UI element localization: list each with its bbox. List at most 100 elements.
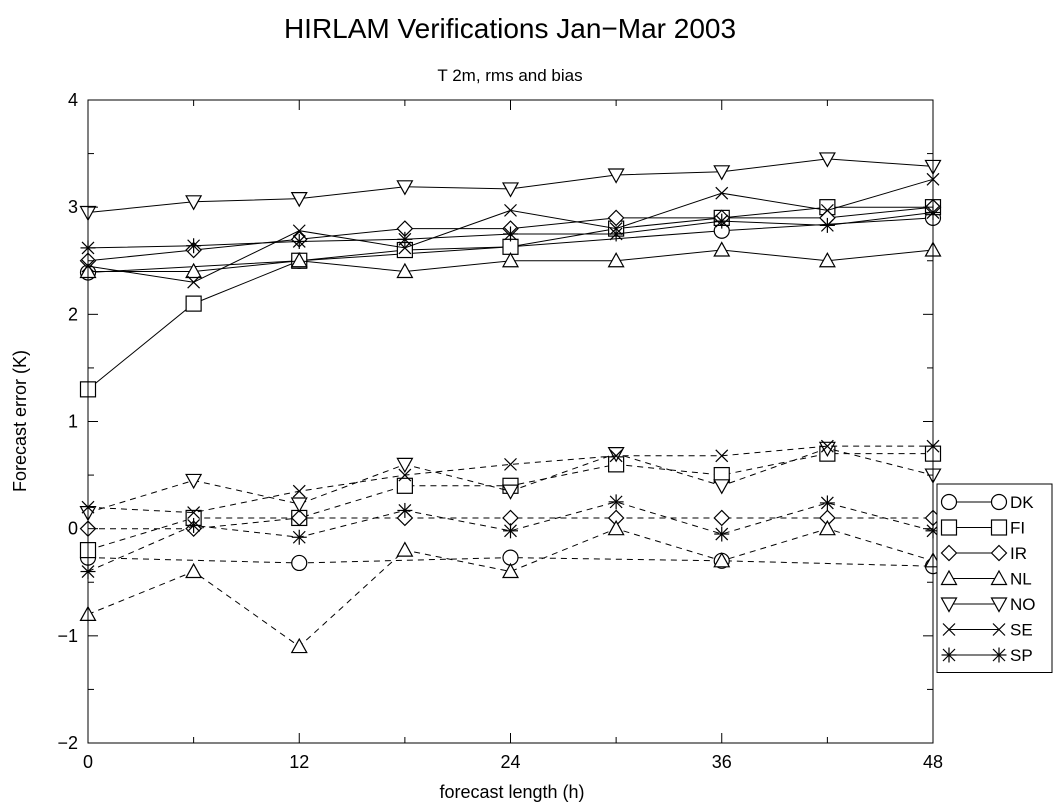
data-point-nl-bias xyxy=(290,637,308,654)
data-point-nl-rms xyxy=(818,252,836,268)
data-point-ir-bias xyxy=(502,509,519,527)
legend-label: FI xyxy=(1010,519,1025,538)
legend-marker xyxy=(990,544,1008,562)
series-line-sp-bias xyxy=(87,501,934,572)
series-no-rms xyxy=(79,152,942,222)
y-tick-label: 3 xyxy=(68,197,78,217)
legend-label: NL xyxy=(1010,570,1032,589)
chart-title: HIRLAM Verifications Jan−Mar 2003 xyxy=(284,13,736,44)
legend-label: SE xyxy=(1010,621,1033,640)
legend-marker xyxy=(990,493,1008,511)
data-point-sp-rms xyxy=(291,233,307,249)
x-axis-label: forecast length (h) xyxy=(439,782,584,802)
legend-marker xyxy=(941,647,957,663)
data-point-nl-rms xyxy=(501,252,520,268)
y-tick-label: 1 xyxy=(68,412,78,432)
legend-label: DK xyxy=(1010,493,1034,512)
legend-item-dk: DK xyxy=(940,493,1034,512)
legend-marker xyxy=(940,597,958,613)
y-tick-label: 2 xyxy=(68,304,78,324)
data-point-sp-bias xyxy=(819,495,835,511)
data-point-ir-bias xyxy=(713,509,731,527)
data-point-se-rms xyxy=(715,186,729,200)
data-point-nl-bias xyxy=(607,519,625,536)
data-point-fi-rms xyxy=(185,295,202,312)
legend-item-se: SE xyxy=(942,621,1033,640)
y-axis-label: Forecast error (K) xyxy=(10,350,30,492)
data-point-no-bias xyxy=(290,497,308,513)
data-point-nl-rms xyxy=(290,252,308,268)
data-point-sp-rms xyxy=(397,231,413,247)
data-point-se-bias xyxy=(820,439,834,453)
data-point-se-bias xyxy=(187,506,201,520)
data-point-se-bias xyxy=(292,484,306,498)
series-layer xyxy=(79,152,942,654)
y-tick-label: −2 xyxy=(57,733,78,753)
data-point-se-rms xyxy=(292,224,306,238)
legend-item-ir: IR xyxy=(940,544,1027,563)
series-line-nl-bias xyxy=(87,528,934,648)
data-point-nl-bias xyxy=(396,541,414,557)
data-point-no-bias xyxy=(713,479,731,495)
data-point-sp-bias xyxy=(503,523,518,539)
series-ir-bias xyxy=(79,509,942,538)
data-point-sp-rms xyxy=(186,238,202,254)
series-fi-bias xyxy=(79,445,942,559)
data-point-nl-rms xyxy=(607,252,625,268)
data-point-no-bias xyxy=(818,441,836,458)
data-point-no-rms xyxy=(501,182,520,198)
data-point-sp-rms xyxy=(608,226,624,242)
legend-item-nl: NL xyxy=(940,569,1032,589)
legend-marker xyxy=(992,623,1006,636)
legend-marker xyxy=(940,493,958,511)
data-point-sp-bias xyxy=(608,494,624,510)
legend-marker xyxy=(990,597,1008,613)
series-line-se-bias xyxy=(87,445,933,514)
data-point-sp-bias xyxy=(291,529,307,545)
y-tick-label: 4 xyxy=(68,90,78,110)
legend-label: IR xyxy=(1010,544,1027,563)
data-point-nl-bias xyxy=(185,562,203,579)
data-point-ir-rms xyxy=(607,209,625,227)
data-point-sp-rms xyxy=(714,213,730,229)
data-point-sp-rms xyxy=(819,217,835,233)
legend-marker xyxy=(940,569,958,586)
data-point-fi-bias xyxy=(396,477,413,494)
data-point-sp-bias xyxy=(397,502,413,518)
data-point-se-bias xyxy=(398,468,412,482)
legend-label: NO xyxy=(1010,595,1036,614)
series-nl-bias xyxy=(79,519,942,654)
data-point-no-rms xyxy=(713,165,731,181)
data-point-no-rms xyxy=(396,180,414,196)
series-no-bias xyxy=(79,441,942,522)
data-point-se-rms xyxy=(187,275,201,289)
legend-marker xyxy=(990,519,1008,536)
data-point-no-bias xyxy=(396,457,414,474)
x-tick-label: 12 xyxy=(289,752,309,772)
data-point-no-rms xyxy=(290,191,308,208)
data-point-no-bias xyxy=(501,484,520,500)
legend-item-fi: FI xyxy=(940,519,1025,538)
legend-marker xyxy=(990,569,1008,586)
data-point-se-rms xyxy=(820,203,834,217)
x-tick-label: 48 xyxy=(923,752,943,772)
data-point-nl-rms xyxy=(713,241,731,257)
data-point-dk-bias xyxy=(291,554,308,572)
x-tick-label: 0 xyxy=(83,752,93,772)
data-point-se-bias xyxy=(715,449,729,463)
data-point-no-rms xyxy=(818,152,836,168)
data-point-nl-bias xyxy=(501,562,520,579)
data-point-nl-rms xyxy=(185,262,203,279)
data-point-se-rms xyxy=(504,203,517,217)
data-point-no-bias xyxy=(607,447,625,463)
data-point-nl-rms xyxy=(396,262,414,279)
legend-item-no: NO xyxy=(940,595,1036,614)
legend-marker xyxy=(940,519,958,536)
data-point-se-bias xyxy=(609,449,623,463)
legend-label: SP xyxy=(1010,646,1033,665)
data-point-sp-bias xyxy=(186,517,202,533)
data-point-no-rms xyxy=(607,168,625,184)
series-sp-rms xyxy=(80,205,941,256)
